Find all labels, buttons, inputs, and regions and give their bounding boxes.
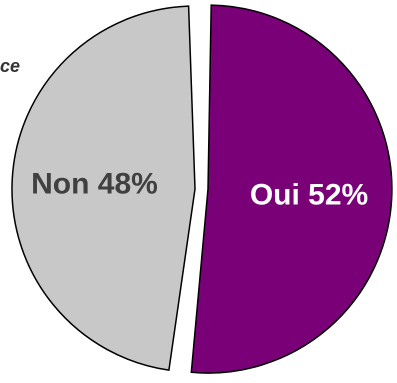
truncated-text-fragment: ce [0, 56, 21, 76]
pie-slice-oui [190, 4, 393, 374]
pie-slice-non [11, 5, 196, 371]
slice-label-non: Non 48% [31, 168, 158, 201]
slice-label-oui: Oui 52% [250, 179, 368, 212]
